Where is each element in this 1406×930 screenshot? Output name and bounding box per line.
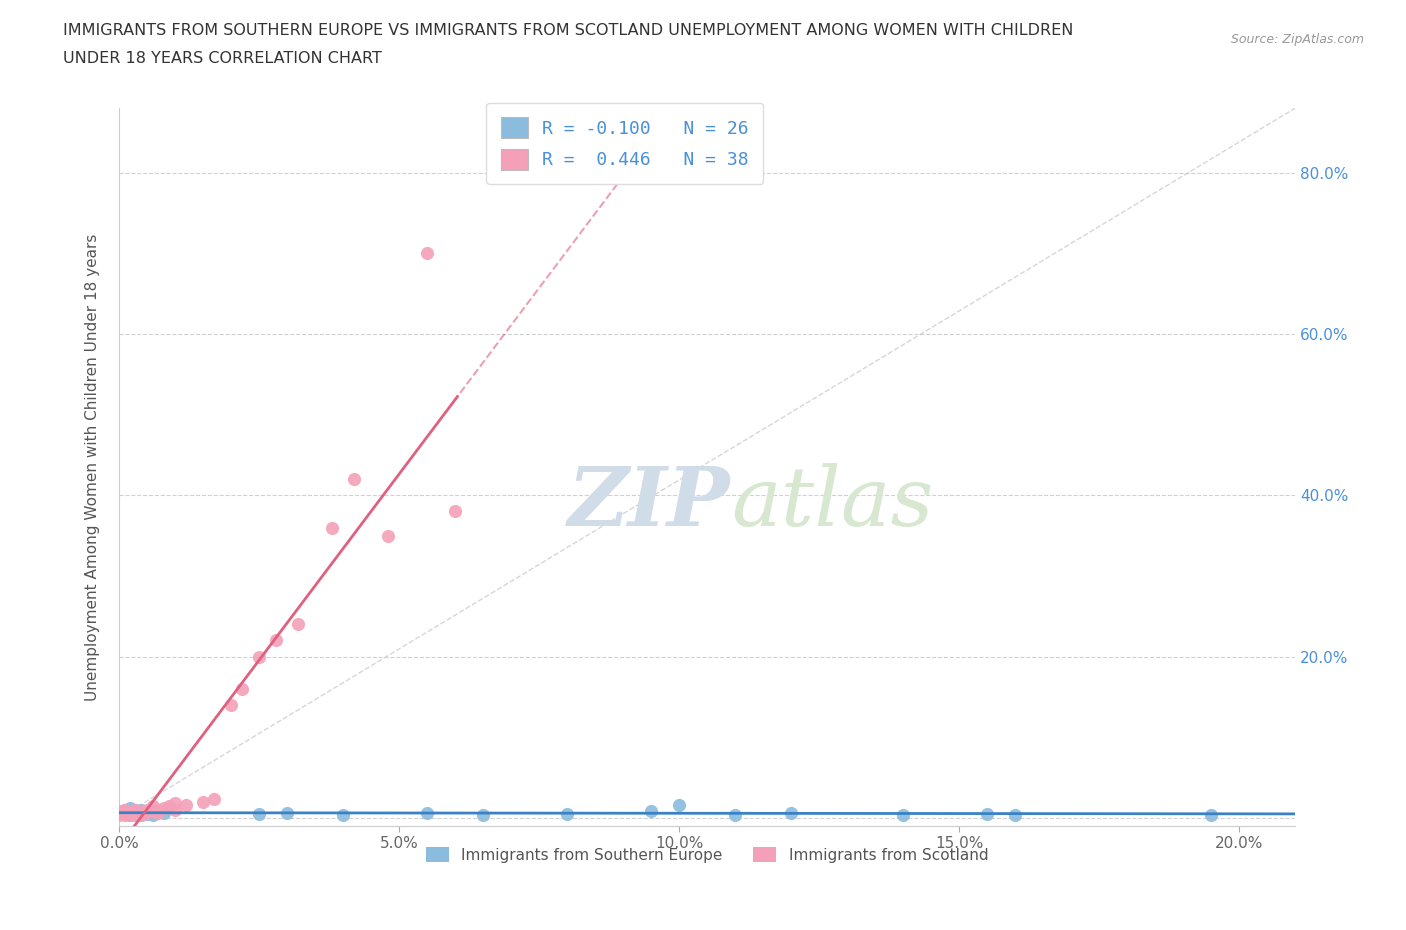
Point	[120, 805, 142, 820]
Point	[780, 805, 803, 820]
Point	[444, 504, 467, 519]
Point	[165, 803, 187, 817]
Point	[120, 807, 142, 822]
Point	[142, 804, 165, 819]
Point	[321, 520, 343, 535]
Text: atlas: atlas	[731, 463, 934, 543]
Point	[891, 807, 914, 822]
Text: Source: ZipAtlas.com: Source: ZipAtlas.com	[1230, 33, 1364, 46]
Point	[125, 804, 148, 819]
Point	[114, 806, 136, 821]
Point	[125, 805, 148, 820]
Point	[219, 698, 242, 712]
Point	[668, 798, 690, 813]
Point	[120, 804, 142, 819]
Point	[114, 806, 136, 821]
Point	[153, 805, 176, 820]
Point	[131, 807, 153, 822]
Point	[142, 798, 165, 813]
Point	[114, 803, 136, 817]
Point	[114, 807, 136, 822]
Point	[191, 794, 214, 809]
Point	[247, 649, 270, 664]
Point	[174, 798, 197, 813]
Point	[125, 805, 148, 820]
Point	[287, 617, 309, 631]
Legend: Immigrants from Southern Europe, Immigrants from Scotland: Immigrants from Southern Europe, Immigra…	[420, 841, 994, 869]
Point	[1201, 807, 1223, 822]
Point	[120, 804, 142, 819]
Point	[555, 806, 578, 821]
Point	[125, 807, 148, 822]
Point	[1004, 807, 1026, 822]
Point	[976, 806, 998, 821]
Point	[724, 807, 747, 822]
Point	[472, 807, 495, 822]
Point	[416, 246, 439, 260]
Point	[136, 806, 159, 821]
Point	[416, 805, 439, 820]
Point	[142, 807, 165, 822]
Point	[125, 807, 148, 822]
Point	[125, 803, 148, 817]
Text: IMMIGRANTS FROM SOUTHERN EUROPE VS IMMIGRANTS FROM SCOTLAND UNEMPLOYMENT AMONG W: IMMIGRANTS FROM SOUTHERN EUROPE VS IMMIG…	[63, 23, 1074, 38]
Point	[131, 807, 153, 822]
Point	[153, 801, 176, 816]
Point	[148, 805, 170, 820]
Point	[131, 804, 153, 819]
Text: ZIP: ZIP	[568, 463, 731, 543]
Point	[332, 807, 354, 822]
Point	[148, 803, 170, 817]
Point	[114, 803, 136, 817]
Point	[231, 682, 253, 697]
Point	[276, 805, 298, 820]
Point	[108, 804, 131, 819]
Text: UNDER 18 YEARS CORRELATION CHART: UNDER 18 YEARS CORRELATION CHART	[63, 51, 382, 66]
Point	[108, 807, 131, 822]
Point	[264, 633, 287, 648]
Point	[131, 803, 153, 817]
Point	[377, 528, 399, 543]
Point	[114, 805, 136, 820]
Point	[136, 805, 159, 820]
Y-axis label: Unemployment Among Women with Children Under 18 years: Unemployment Among Women with Children U…	[86, 233, 100, 700]
Point	[640, 804, 662, 819]
Point	[159, 798, 181, 813]
Point	[120, 807, 142, 822]
Point	[343, 472, 366, 486]
Point	[120, 801, 142, 816]
Point	[136, 803, 159, 817]
Point	[165, 796, 187, 811]
Point	[202, 791, 225, 806]
Point	[247, 806, 270, 821]
